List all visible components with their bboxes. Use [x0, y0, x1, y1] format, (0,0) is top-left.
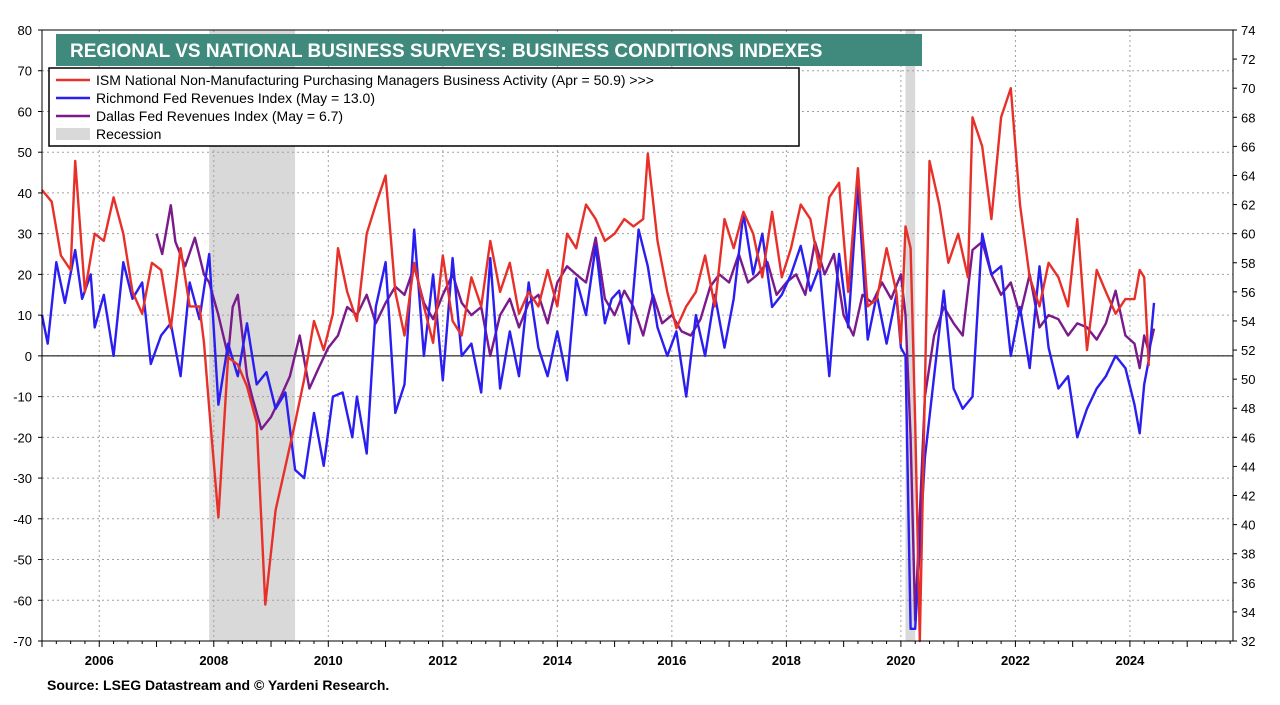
x-axis: 2006 2008 2010 2012 2014 2016 2018 2020 2022 2024	[41, 641, 1231, 668]
left-axis: 80 70 60 50 40 30 20 10 0 -10 -20 -30 -40 -50 -60 -70	[13, 23, 42, 649]
right-tick-label-5: 64	[1241, 168, 1255, 183]
right-tick-label-6: 62	[1241, 198, 1255, 213]
left-tick-label-8: 0	[25, 349, 32, 364]
left-tick-label-15: -70	[13, 634, 32, 649]
left-tick-label-7: 10	[18, 308, 32, 323]
right-tick-label-0: 74	[1241, 23, 1255, 38]
left-tick-label-4: 40	[18, 186, 32, 201]
right-tick-label-2: 70	[1241, 81, 1255, 96]
left-tick-label-11: -30	[13, 471, 32, 486]
x-tick-label-6: 2018	[772, 653, 801, 668]
x-tick-label-5: 2016	[657, 653, 686, 668]
source-note: Source: LSEG Datastream and © Yardeni Re…	[47, 677, 390, 693]
series-line-1	[40, 183, 1156, 630]
series-line-0	[41, 86, 1150, 643]
right-tick-label-21: 32	[1241, 634, 1255, 649]
right-tick-label-19: 36	[1241, 576, 1255, 591]
right-axis: 74 72 70 68 66 64 62 60 58 56 54 52 50 48 46 44 42 40 38 36…	[1233, 23, 1255, 649]
legend-swatch-recession	[56, 128, 90, 140]
left-tick-label-1: 70	[18, 64, 32, 79]
x-tick-label-8: 2022	[1001, 653, 1030, 668]
right-tick-label-9: 56	[1241, 285, 1255, 300]
right-tick-label-20: 34	[1241, 605, 1255, 620]
right-tick-label-17: 40	[1241, 518, 1255, 533]
legend-label-dallas: Dallas Fed Revenues Index (May = 6.7)	[96, 108, 343, 124]
right-tick-label-13: 48	[1241, 401, 1255, 416]
title-background	[56, 34, 922, 66]
x-tick-label-9: 2024	[1115, 653, 1145, 668]
right-tick-label-12: 50	[1241, 372, 1255, 387]
right-tick-label-14: 46	[1241, 430, 1255, 445]
legend-label-recession: Recession	[96, 126, 161, 142]
chart-title-banner: REGIONAL VS NATIONAL BUSINESS SURVEYS: B…	[56, 34, 922, 66]
left-tick-label-3: 50	[18, 145, 32, 160]
left-tick-label-6: 20	[18, 267, 32, 282]
x-tick-label-4: 2014	[543, 653, 573, 668]
right-tick-label-4: 66	[1241, 139, 1255, 154]
x-tick-label-1: 2008	[199, 653, 228, 668]
plot-border	[41, 29, 1234, 642]
left-tick-label-5: 30	[18, 227, 32, 242]
recession-band-1	[905, 30, 916, 641]
left-tick-label-13: -50	[13, 553, 32, 568]
legend-label-ism: ISM National Non-Manufacturing Purchasin…	[96, 72, 654, 88]
legend-box	[48, 67, 800, 147]
right-tick-label-7: 60	[1241, 227, 1255, 242]
right-tick-label-15: 44	[1241, 459, 1255, 474]
series-lines	[40, 86, 1156, 643]
series-line-2	[155, 203, 1156, 622]
left-tick-label-9: -10	[13, 390, 32, 405]
left-tick-label-2: 60	[18, 104, 32, 119]
left-tick-label-10: -20	[13, 430, 32, 445]
legend-label-richmond: Richmond Fed Revenues Index (May = 13.0)	[96, 90, 375, 106]
x-tick-label-3: 2012	[428, 653, 457, 668]
right-tick-label-3: 68	[1241, 110, 1255, 125]
x-tick-label-0: 2006	[85, 653, 114, 668]
right-tick-label-10: 54	[1241, 314, 1255, 329]
right-tick-label-8: 58	[1241, 256, 1255, 271]
left-tick-label-0: 80	[18, 23, 32, 38]
right-tick-label-11: 52	[1241, 343, 1255, 358]
x-tick-label-7: 2020	[886, 653, 915, 668]
left-tick-label-12: -40	[13, 512, 32, 527]
x-tick-label-2: 2010	[314, 653, 343, 668]
right-tick-label-18: 38	[1241, 547, 1255, 562]
chart-title: REGIONAL VS NATIONAL BUSINESS SURVEYS: B…	[70, 41, 822, 62]
right-tick-label-16: 42	[1241, 489, 1255, 504]
left-tick-label-14: -60	[13, 593, 32, 608]
legend: ISM National Non-Manufacturing Purchasin…	[48, 67, 800, 147]
right-tick-label-1: 72	[1241, 52, 1255, 67]
